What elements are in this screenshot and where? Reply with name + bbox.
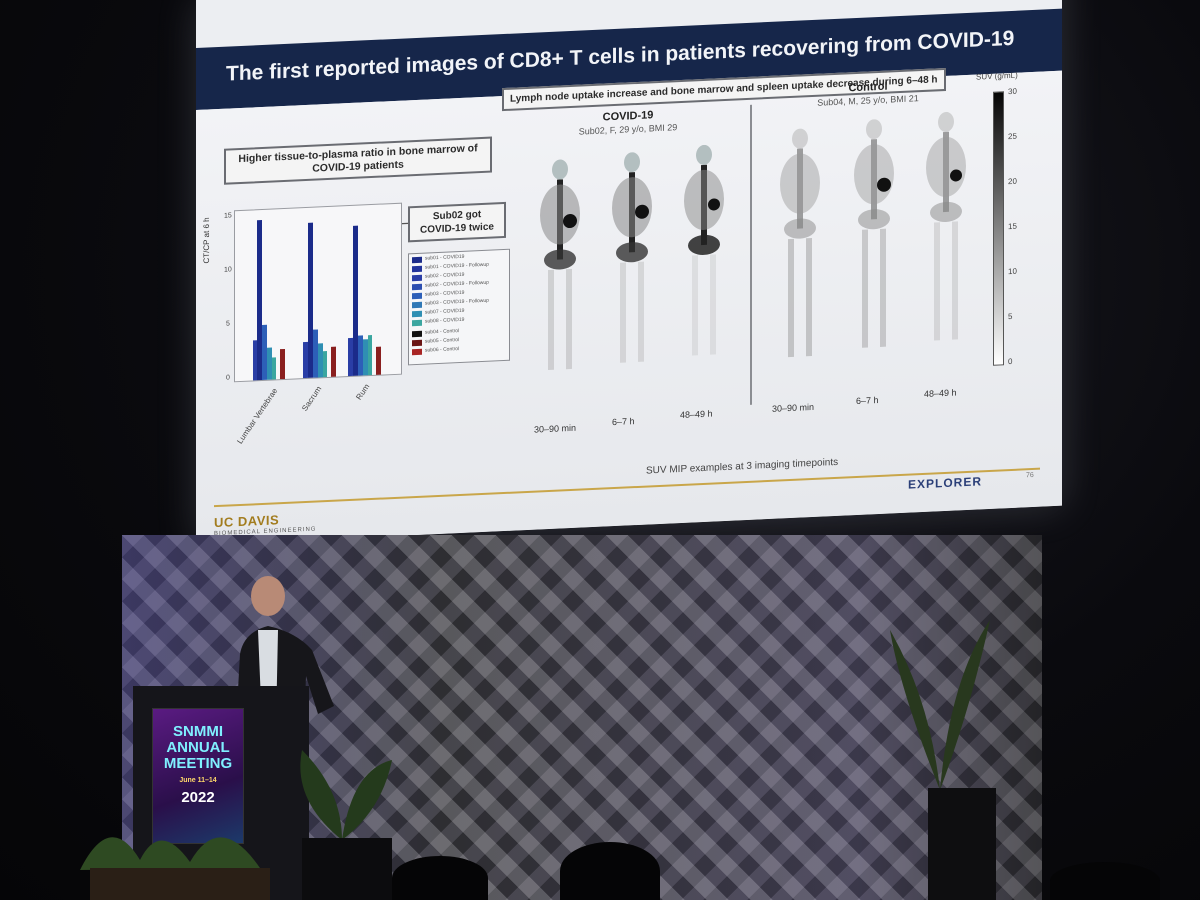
audience-head [560,842,660,900]
chart-legend: sub01 - COVID19 sub01 - COVID19 - Follow… [408,248,510,366]
timepoint-label: 6–7 h [856,395,879,407]
bar [368,335,372,376]
colorbar-tick: 5 [1008,311,1013,322]
chart-y-axis-label: CT/CP at 6 h [202,217,211,264]
colorbar-tick: 0 [1008,356,1013,367]
timepoint-label: 6–7 h [612,416,635,428]
podium-sign-line: ANNUAL [166,739,230,756]
sub02-note-label: Sub02 got COVID-19 twice [408,201,506,243]
y-tick: 15 [224,212,232,220]
timepoint-label: 30–90 min [534,422,577,435]
colorbar-tick: 15 [1008,221,1017,232]
bar [348,337,353,377]
colorbar-unit: SUV (g/mL) [976,70,1018,82]
pet-mip-image [612,152,652,363]
timepoint-label: 30–90 min [772,401,815,414]
bar [376,346,381,375]
bar [331,346,336,377]
bar [303,341,308,379]
legend-item: sub06 - Control [412,345,506,356]
y-tick: 0 [226,374,230,382]
pet-mip-image [780,128,820,358]
potted-plant [300,750,392,900]
podium-sign-year: 2022 [181,789,215,806]
legend-item: sub08 - COVID19 [412,316,506,327]
audience-head [1050,862,1160,900]
podium-sign-line: MEETING [163,755,233,772]
ucdavis-logo: UC DAVIS [214,512,280,531]
projected-slide: The first reported images of CD8+ T cell… [196,0,1062,545]
colorbar-tick: 25 [1008,131,1017,142]
colorbar-tick: 30 [1008,86,1017,97]
group-divider [750,104,752,405]
pet-mip-image [684,144,724,356]
y-tick: 10 [224,266,232,274]
podium-sign-line: SNMMI [173,723,223,740]
timepoint-label: 48–49 h [680,408,713,421]
bar [323,351,327,378]
bar-chart [234,202,402,383]
slide-page-number: 76 [1026,471,1034,480]
bar [272,357,276,380]
colorbar [993,91,1004,366]
potted-plant [890,620,996,900]
podium-sign: SNMMI ANNUAL MEETING June 11–14 2022 [152,708,244,844]
timepoint-label: 48–49 h [924,387,957,399]
bar [253,340,257,381]
podium-sign-dates: June 11–14 [179,777,217,784]
audience-head [392,856,488,900]
bar [280,348,285,380]
pet-mip-image [540,159,580,371]
y-tick: 5 [226,320,230,328]
colorbar-tick: 10 [1008,266,1017,277]
pet-mip-image [926,111,966,341]
potted-plant [80,837,270,900]
colorbar-tick: 20 [1008,176,1017,187]
pet-mip-image [854,119,894,348]
